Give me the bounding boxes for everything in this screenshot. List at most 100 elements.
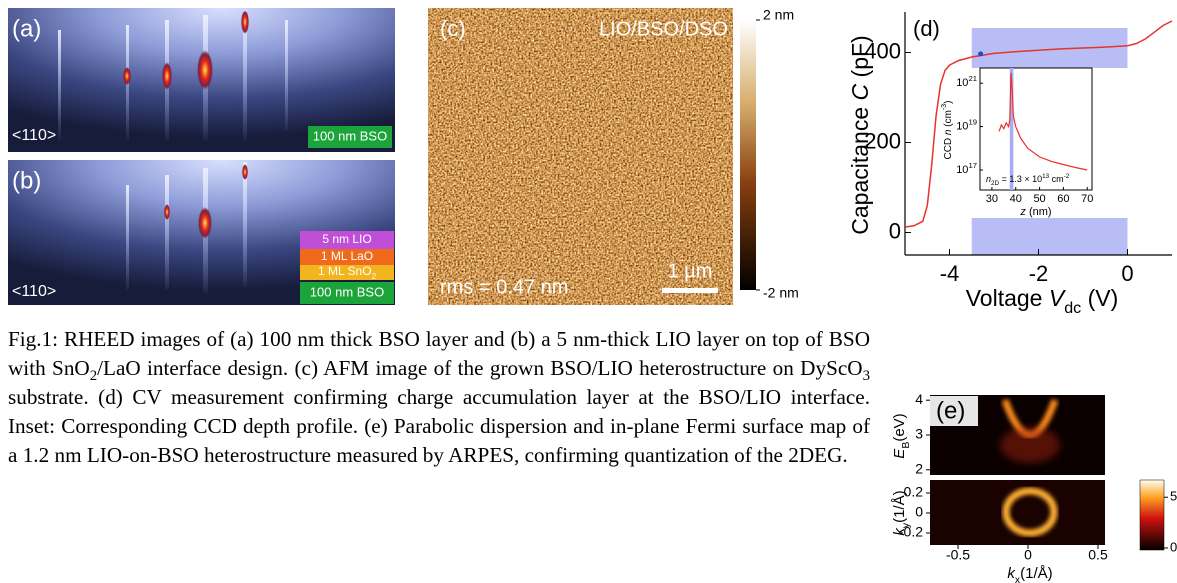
panel-b: (b) <110> 5 nm LIO 1 ML LaO 1 ML SnO2 10…: [8, 160, 395, 305]
eb-label-part: (eV): [891, 413, 908, 441]
scale-bar-label: 1 µm: [668, 260, 713, 282]
inset-annotation-part: cm: [1049, 174, 1064, 184]
y-axis-label-part: (pF): [847, 35, 873, 84]
tick-exponent: 17: [968, 161, 977, 170]
caption-text: /LaO interface design. (c) AFM image of …: [97, 356, 862, 380]
tick-base: 10: [956, 120, 968, 132]
inset-y-tick-label: 1021: [956, 74, 977, 89]
inset-y-tick-label: 1017: [956, 161, 977, 176]
streak: [285, 20, 288, 130]
spot: [123, 67, 131, 85]
fermi-map: [930, 480, 1105, 545]
inset-x-tick-label: 70: [1081, 193, 1093, 205]
caption-text: substrate. (d) CV measurement confirming…: [8, 385, 870, 467]
spot: [198, 207, 212, 239]
y-tick-label: 0: [889, 218, 901, 243]
x-tick-label: 0: [1121, 261, 1133, 286]
y-axis-label-part: Capacitance: [847, 100, 873, 234]
inset-y-label-part: ): [943, 100, 954, 103]
colorbar: [1140, 480, 1164, 550]
spot: [162, 62, 172, 90]
panel-e: (e) 234-0.200.2-0.500.505EB(eV)ky(1/Å)kx…: [891, 391, 1177, 583]
kx-label-part: (1/Å): [1020, 565, 1053, 582]
highlight-band: [972, 28, 1128, 68]
inset-x-tick-label: 60: [1057, 193, 1069, 205]
inset-x-tick-label: 30: [986, 193, 998, 205]
page: (a) <110> 100 nm BSO (b) <110> 5 nm LIO …: [0, 0, 1177, 583]
direction-label: <110>: [12, 283, 56, 300]
x-axis-label: Voltage Vdc (V): [966, 285, 1119, 317]
inset-annotation-part: -2: [1064, 173, 1070, 180]
tick-base: 10: [956, 77, 968, 89]
x-tick-label: -2: [1029, 261, 1049, 286]
colorbar: [740, 20, 756, 290]
caption-sub: 3: [863, 368, 870, 384]
streak: [126, 185, 129, 290]
eb-tick-label: 4: [915, 391, 923, 407]
layer-label: 1 ML LaO: [321, 249, 373, 263]
inset-y-tick-label: 1019: [956, 117, 977, 132]
panel-a: (a) <110> 100 nm BSO: [8, 8, 395, 152]
inset-frame: [980, 68, 1092, 190]
inset-x-label: z (nm): [1019, 206, 1051, 218]
tick-exponent: 21: [968, 74, 977, 83]
kx-tick-label: 0.5: [1088, 547, 1108, 563]
scale-bar: [662, 288, 718, 293]
x-axis-label-part: dc: [1064, 299, 1081, 317]
kx-label: kx(1/Å): [1007, 565, 1052, 583]
kx-tick-label: 0: [1024, 547, 1032, 563]
panel-label: (b): [12, 167, 41, 194]
tick-exponent: 19: [968, 117, 977, 126]
dispersion-glow: [1000, 427, 1060, 463]
spot: [197, 50, 213, 90]
caption: Fig.1: RHEED images of (a) 100 nm thick …: [8, 325, 870, 470]
spot: [241, 10, 249, 34]
direction-label: <110>: [12, 127, 56, 144]
ky-tick-label: 0: [915, 504, 923, 520]
kx-tick-label: -0.5: [946, 547, 970, 563]
inset-x-tick-label: 40: [1010, 193, 1022, 205]
panel-label: (c): [440, 16, 466, 41]
tick-base: 10: [956, 164, 968, 176]
figure: (a) <110> 100 nm BSO (b) <110> 5 nm LIO …: [0, 0, 1177, 583]
inset-annotation-part: = 1.3 × 10: [999, 174, 1042, 184]
y-axis-label-part: C: [847, 83, 873, 100]
marker: [978, 51, 983, 56]
colorbar-tick-label: -2 nm: [763, 285, 799, 301]
ky-label-part: (1/Å): [891, 490, 908, 523]
streak: [165, 175, 169, 290]
x-axis-label-part: (V): [1081, 285, 1118, 311]
eb-label: EB(eV): [891, 413, 912, 458]
colorbar-tick-label: 2 nm: [763, 7, 794, 23]
panel-label: (e): [936, 397, 965, 424]
layer-label: 100 nm BSO: [313, 128, 387, 143]
highlight-band: [972, 218, 1128, 255]
inset-x-label-part: (nm): [1026, 206, 1052, 218]
panel-c: (c) LIO/BSO/DSO rms = 0.47 nm 1 µm: [428, 8, 756, 305]
layer-label: 5 nm LIO: [322, 232, 371, 246]
streak: [58, 30, 61, 140]
inset-y-label-part: CCD: [943, 135, 954, 159]
eb-tick-label: 3: [915, 426, 923, 442]
rms-label: rms = 0.47 nm: [440, 276, 568, 298]
eb-tick-label: 2: [915, 460, 923, 476]
streak: [243, 162, 247, 287]
panel-label: (a): [12, 15, 41, 42]
spot: [164, 204, 170, 220]
spot: [242, 164, 248, 180]
panel-label: (d): [913, 16, 940, 41]
y-axis-label: Capacitance C (pF): [847, 35, 873, 234]
colorbar-tick-label: 0: [1170, 539, 1177, 554]
eb-label-part: B: [900, 442, 912, 449]
inset-y-label-part: (cm: [943, 110, 954, 129]
sample-label: LIO/BSO/DSO: [599, 18, 728, 40]
layer-label: 100 nm BSO: [310, 284, 384, 299]
layer-label: 1 ML SnO2: [318, 264, 377, 280]
layer-label-sub: 2: [372, 272, 377, 281]
colorbar-tick-label: 5: [1170, 489, 1177, 504]
layer-label-part: 1 ML SnO: [318, 264, 372, 278]
inset-x-tick-label: 50: [1033, 193, 1045, 205]
x-tick-label: -4: [940, 261, 960, 286]
inset-y-label: CCD n (cm-3): [941, 100, 953, 159]
